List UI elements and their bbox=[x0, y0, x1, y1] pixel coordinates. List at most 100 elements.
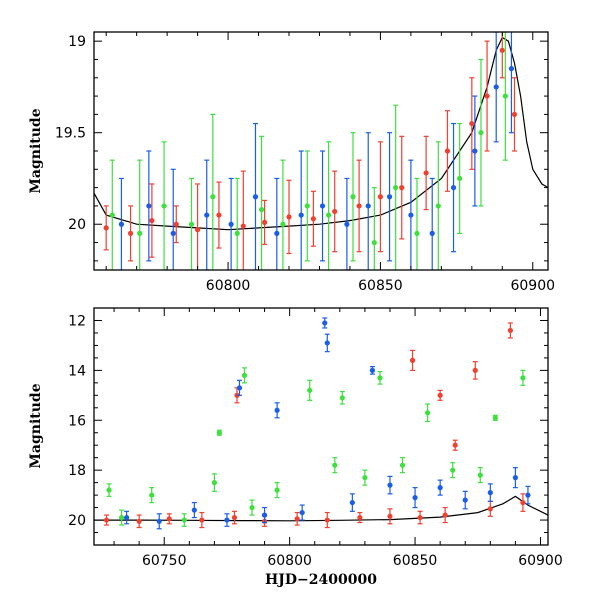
data-point bbox=[181, 517, 187, 523]
bottom-y-axis-label: Magnitude bbox=[28, 383, 44, 468]
data-point bbox=[520, 375, 526, 381]
x-tick-label: 60900 bbox=[518, 553, 563, 569]
data-point bbox=[204, 212, 210, 218]
data-point bbox=[326, 212, 332, 218]
data-point bbox=[371, 239, 377, 246]
data-point bbox=[487, 490, 493, 496]
data-point bbox=[106, 487, 112, 493]
data-point bbox=[429, 230, 435, 236]
data-point bbox=[146, 203, 152, 209]
data-point bbox=[525, 492, 531, 498]
x-tick-label: 60750 bbox=[142, 553, 187, 569]
data-point bbox=[414, 230, 420, 236]
data-point bbox=[478, 130, 484, 136]
x-tick-label: 60800 bbox=[267, 553, 312, 569]
data-point bbox=[274, 230, 280, 236]
data-point bbox=[188, 221, 195, 227]
data-point bbox=[156, 518, 162, 524]
y-tick-label: 19 bbox=[68, 34, 86, 50]
data-point bbox=[241, 372, 248, 378]
bottom-panel-marks bbox=[94, 317, 548, 530]
data-point bbox=[304, 203, 310, 209]
x-tick-label: 60850 bbox=[393, 553, 438, 569]
data-point bbox=[502, 93, 508, 99]
top-panel-ticks: 60800 60850 60900 19 19.5 20 bbox=[55, 32, 555, 294]
data-point bbox=[149, 217, 155, 224]
bottom-panel-ticks: 60750 60800 60850 60900 12 14 16 18 20 bbox=[68, 307, 563, 569]
data-point bbox=[484, 93, 490, 99]
data-point bbox=[520, 499, 526, 506]
data-point bbox=[399, 185, 405, 191]
data-point bbox=[423, 170, 429, 176]
bottom-panel: 60750 60800 60850 60900 12 14 16 18 20 Magnitude… bbox=[28, 307, 563, 588]
data-point bbox=[452, 442, 458, 448]
data-point bbox=[507, 327, 513, 334]
data-point bbox=[280, 221, 286, 227]
data-point bbox=[511, 111, 518, 117]
data-point bbox=[442, 512, 448, 518]
data-point bbox=[412, 495, 418, 501]
data-point bbox=[350, 194, 356, 200]
y-tick-label: 19.5 bbox=[55, 126, 86, 142]
data-point bbox=[194, 227, 201, 233]
y-tick-label: 12 bbox=[68, 313, 86, 329]
bottom-panel-frame bbox=[93, 307, 549, 546]
data-point bbox=[365, 203, 371, 209]
data-point bbox=[216, 430, 223, 436]
data-point bbox=[349, 499, 355, 506]
y-tick-label: 16 bbox=[68, 413, 86, 429]
data-point bbox=[103, 517, 110, 523]
data-point bbox=[210, 194, 216, 200]
x-tick-label: 60800 bbox=[206, 278, 251, 294]
data-point bbox=[236, 385, 243, 391]
data-point bbox=[127, 230, 134, 236]
data-point bbox=[234, 392, 240, 398]
data-point bbox=[492, 415, 498, 421]
data-point bbox=[124, 514, 130, 521]
data-point bbox=[166, 516, 172, 522]
data-point bbox=[286, 214, 292, 220]
data-point bbox=[457, 175, 463, 182]
data-point bbox=[199, 517, 205, 523]
data-point bbox=[435, 203, 441, 209]
data-point bbox=[344, 221, 350, 227]
data-point bbox=[377, 194, 384, 200]
data-point bbox=[299, 509, 305, 516]
data-point bbox=[240, 223, 246, 229]
data-point bbox=[173, 221, 179, 227]
data-point bbox=[377, 375, 383, 381]
data-point bbox=[191, 507, 197, 513]
data-point bbox=[261, 512, 268, 518]
data-point bbox=[103, 225, 109, 231]
data-point bbox=[262, 219, 268, 225]
data-point bbox=[362, 475, 368, 481]
data-point bbox=[386, 194, 393, 200]
data-point bbox=[477, 472, 483, 478]
x-tick-label: 60900 bbox=[510, 278, 555, 294]
data-point bbox=[234, 230, 240, 236]
data-point bbox=[249, 504, 255, 511]
data-point bbox=[231, 514, 238, 521]
data-point bbox=[399, 462, 406, 468]
data-point bbox=[493, 84, 499, 90]
bottom-x-axis-label: HJD−2400000 bbox=[265, 572, 377, 588]
data-point bbox=[228, 221, 234, 227]
data-point bbox=[216, 212, 222, 218]
data-point bbox=[274, 487, 280, 493]
data-point bbox=[472, 367, 478, 373]
data-point bbox=[339, 395, 345, 401]
data-point bbox=[409, 357, 416, 363]
data-point bbox=[211, 480, 217, 486]
data-point bbox=[357, 514, 363, 521]
data-point bbox=[322, 320, 328, 326]
y-tick-label: 18 bbox=[68, 463, 86, 479]
x-tick-label: 60850 bbox=[358, 278, 403, 294]
data-point bbox=[310, 216, 316, 222]
data-point bbox=[332, 208, 338, 215]
data-point bbox=[499, 47, 505, 53]
data-point bbox=[161, 203, 167, 209]
data-point bbox=[258, 206, 265, 213]
data-point bbox=[417, 514, 423, 521]
